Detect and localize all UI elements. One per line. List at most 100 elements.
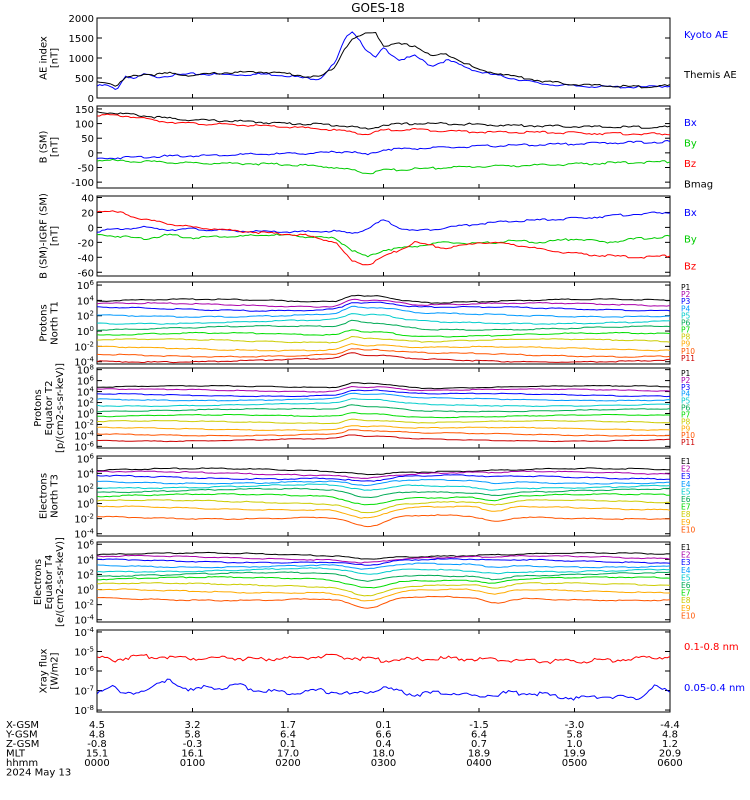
legend-E5: E5 <box>681 487 691 496</box>
legend-Themis-AE: Themis AE <box>683 70 737 81</box>
legend-Bz: Bz <box>684 159 696 170</box>
series-line-Bx <box>97 211 670 234</box>
legend-P11: P11 <box>681 438 695 447</box>
ytick-label: 10-4 <box>74 614 94 627</box>
orbit-table: X-GSM 4.5 3.2 1.7 0.1 -1.5 -3.0 -4.4 Y-GSM 4.8 5.8… <box>5 720 683 779</box>
legend-P11: P11 <box>681 354 695 363</box>
ytick-label: 100 <box>77 498 94 511</box>
channel-line-P9 <box>97 425 670 432</box>
panel-ae: 0 500 1000 1500 2000 AE index [nT] Kyoto AE Them… <box>39 14 737 105</box>
channel-line-E2 <box>97 554 670 564</box>
ytick-label: 10-8 <box>74 704 94 717</box>
channel-line-P1 <box>97 294 670 304</box>
legend-E9: E9 <box>681 604 691 613</box>
legend-E7: E7 <box>681 589 691 598</box>
orbit-value: 4.8 <box>662 730 678 741</box>
ylabel-line: [p/(cm2-s-sr-keV)] <box>55 363 66 453</box>
channel-line-P4 <box>97 305 670 318</box>
orbit-value: 6.6 <box>376 730 392 741</box>
channel-line-E9 <box>97 588 670 602</box>
ytick-label: 104 <box>77 294 95 307</box>
legend-E6: E6 <box>681 581 691 590</box>
channel-line-E4 <box>97 562 670 570</box>
ytick-label: 104 <box>77 553 95 566</box>
channel-line-E1 <box>97 467 670 476</box>
series-line-Bx <box>97 139 670 160</box>
legend-P5: P5 <box>681 397 691 406</box>
orbit-date: 2024 May 13 <box>6 768 71 779</box>
orbit-value: 3.2 <box>185 720 201 731</box>
ytick-label: 102 <box>77 568 94 581</box>
orbit-row-label: X-GSM <box>6 720 39 731</box>
channel-line-P11 <box>97 434 670 443</box>
ytick-label: 10-5 <box>74 645 94 658</box>
series-line-Kyoto-AE <box>97 31 670 90</box>
ytick-label: -60 <box>78 268 94 279</box>
channel-line-P9 <box>97 343 670 352</box>
ylabel-line: North T3 <box>50 474 61 518</box>
ytick-label: 150 <box>75 105 94 116</box>
channel-line-E5 <box>97 483 670 491</box>
orbit-value: 0.1 <box>280 739 296 750</box>
panel-xray: 10-8 10-7 10-6 10-5 10-4 Xray flux [W/m2] 0.1-0… <box>39 626 746 717</box>
legend-E4: E4 <box>681 566 691 575</box>
ytick-label: 106 <box>77 538 95 551</box>
legend-P8: P8 <box>681 417 691 426</box>
ytick-label: 0 <box>88 223 94 234</box>
orbit-value: 5.8 <box>567 730 583 741</box>
series-line-Bz <box>97 210 670 266</box>
ytick-label: 0 <box>88 149 94 160</box>
orbit-value: 6.4 <box>471 730 487 741</box>
ytick-label: 2000 <box>69 14 94 25</box>
legend-P1: P1 <box>681 369 691 378</box>
channel-line-P5 <box>97 313 670 325</box>
channel-line-P8 <box>97 335 670 344</box>
panel-electrons_e: 10-4 10-2 100 102 104 106 Electrons Equator T4[… <box>33 537 696 627</box>
legend-By: By <box>684 235 697 246</box>
ytick-label: 10-2 <box>74 599 94 612</box>
ytick-label: 1500 <box>69 34 94 45</box>
legend-P3: P3 <box>681 297 691 306</box>
ytick-label: -50 <box>78 164 94 175</box>
ytick-label: 10-2 <box>74 513 94 526</box>
ylabel-line: AE index <box>39 36 50 80</box>
ytick-label: 0 <box>88 94 94 105</box>
legend-P3: P3 <box>681 383 691 392</box>
orbit-value: -1.5 <box>469 720 489 731</box>
channel-line-E8 <box>97 582 670 597</box>
series-line-Bz <box>97 113 670 136</box>
figure-title: GOES-18 <box>351 1 405 15</box>
ytick-label: 500 <box>75 74 94 85</box>
legend-E8: E8 <box>681 510 691 519</box>
ytick-label: 10-4 <box>74 626 94 639</box>
series-line-By <box>97 158 670 175</box>
channel-line-E4 <box>97 478 670 487</box>
orbit-value: 1.7 <box>280 720 296 731</box>
orbit-value: 4.5 <box>89 720 105 731</box>
legend-P2: P2 <box>681 376 691 385</box>
orbit-value: 15.1 <box>86 749 108 760</box>
channel-line-P6 <box>97 404 670 413</box>
orbit-row-label: Y-GSM <box>5 730 38 741</box>
orbit-value: 18.0 <box>372 749 394 760</box>
legend-0-05-0-4-nm: 0.05-0.4 nm <box>684 683 745 694</box>
legend-E6: E6 <box>681 495 691 504</box>
legend-P7: P7 <box>681 410 691 419</box>
channel-line-E3 <box>97 558 670 566</box>
legend-E3: E3 <box>681 472 691 481</box>
legend-P7: P7 <box>681 326 691 335</box>
channel-line-P5 <box>97 398 670 408</box>
data-lines <box>97 210 670 266</box>
orbit-value: 18.9 <box>468 749 490 760</box>
legend-E1: E1 <box>681 543 691 552</box>
orbit-value: 0600 <box>657 758 682 769</box>
legend-E7: E7 <box>681 503 691 512</box>
channel-line-E7 <box>97 493 670 506</box>
channel-line-P10 <box>97 429 670 437</box>
orbit-value: 1.0 <box>567 739 583 750</box>
orbit-value: -3.0 <box>565 720 585 731</box>
ylabel-line: [nT] <box>50 137 61 157</box>
legend-P2: P2 <box>681 290 691 299</box>
